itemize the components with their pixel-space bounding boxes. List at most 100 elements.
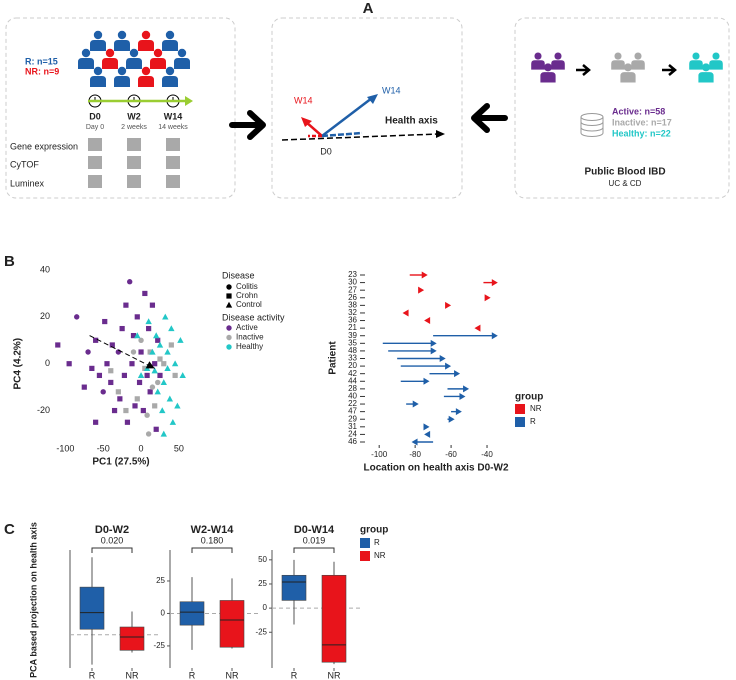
point [147, 349, 153, 355]
legend-marker [226, 325, 232, 331]
person-body [126, 58, 142, 69]
legend-title: group [515, 392, 543, 403]
person-body [698, 72, 714, 83]
arrow-head [145, 361, 155, 369]
person-head [129, 48, 139, 58]
arrow-head [412, 400, 419, 408]
person-head [141, 30, 151, 40]
point [81, 384, 87, 390]
y-tick-label: 38 [348, 300, 357, 309]
assay-cell [88, 156, 102, 169]
y-tick-label: 0 [45, 358, 50, 368]
point [138, 337, 144, 343]
y-tick-label: 36 [348, 316, 357, 325]
point [172, 372, 178, 379]
point [89, 365, 95, 371]
db-icon [580, 113, 604, 121]
assay: Gene expression [10, 141, 78, 151]
small-arrows [576, 64, 677, 76]
point [66, 361, 72, 367]
x-tick-label: R [89, 670, 96, 680]
y-tick-label: 32 [348, 308, 357, 317]
x-tick-label: 50 [174, 443, 184, 453]
box-left [5, 17, 236, 199]
y-axis-label: PCA based projection on health axis [28, 522, 38, 678]
y-tick-label: 35 [348, 338, 357, 347]
point [144, 412, 150, 418]
health-axis-label: Health axis [385, 116, 438, 127]
arrow-head [491, 332, 498, 340]
person-body [620, 72, 636, 83]
person-body [90, 76, 106, 87]
panel-label: C [4, 521, 15, 538]
y-tick-label: 47 [348, 407, 357, 416]
arrow-head [411, 438, 418, 446]
person-head [177, 48, 187, 58]
point [132, 403, 138, 409]
point [145, 318, 152, 325]
point [153, 332, 160, 339]
point [104, 361, 110, 367]
arrow-head [454, 370, 461, 378]
point [144, 372, 150, 379]
y-tick-label: 29 [348, 414, 357, 423]
box [321, 574, 347, 663]
arrow-head [448, 415, 455, 423]
person-body [138, 40, 154, 51]
person-body [150, 58, 166, 69]
box-right [514, 17, 730, 199]
panel-label: A [363, 0, 374, 17]
legend-marker [226, 334, 232, 341]
red-arrow [305, 121, 323, 137]
arrow-head [436, 130, 445, 138]
box [79, 586, 105, 630]
point [127, 279, 133, 285]
assay-cell [166, 138, 180, 151]
bracket [191, 547, 233, 553]
legend-swatch [360, 551, 370, 561]
person-body [689, 60, 703, 70]
point [155, 337, 161, 343]
person-head [93, 30, 103, 40]
point [140, 407, 146, 414]
point [146, 325, 152, 332]
assay-cell [127, 156, 141, 169]
arrow-head [423, 423, 430, 431]
person-head [534, 52, 542, 60]
y-tick-label: 28 [348, 384, 357, 393]
person-head [105, 48, 115, 58]
chart-title: D0-W14 [294, 524, 335, 536]
point [142, 365, 148, 371]
point [55, 342, 61, 348]
person-head [141, 66, 151, 76]
y-tick-label: 0 [263, 603, 268, 612]
x-axis-label: PC1 (27.5%) [92, 457, 149, 468]
p-value: 0.180 [201, 535, 224, 545]
y-tick-label: -25 [153, 641, 165, 650]
y-tick-label: 26 [348, 293, 357, 302]
legend-swatch [360, 538, 370, 548]
assay-cell [166, 175, 180, 188]
point [168, 342, 174, 348]
y-tick-label: 46 [348, 437, 357, 446]
person-head [81, 48, 91, 58]
point [162, 313, 169, 320]
r-count: R: n=15 [25, 56, 58, 66]
w14-red: W14 [294, 95, 313, 105]
legend-label: R [530, 417, 536, 426]
point [160, 430, 167, 437]
y-tick-label: 44 [348, 376, 357, 385]
point [117, 396, 123, 402]
x-tick-label: NR [328, 670, 341, 680]
arrow-head [491, 279, 498, 287]
active-count: Active: n=58 [612, 106, 665, 116]
x-tick-label: -60 [445, 450, 457, 459]
point [157, 372, 163, 379]
person-body [709, 60, 723, 70]
blue-arrow [321, 97, 373, 137]
person-body [531, 60, 545, 70]
y-tick-label: 48 [348, 346, 357, 355]
p-value: 0.020 [101, 535, 124, 545]
point [157, 356, 163, 362]
point [93, 419, 99, 425]
